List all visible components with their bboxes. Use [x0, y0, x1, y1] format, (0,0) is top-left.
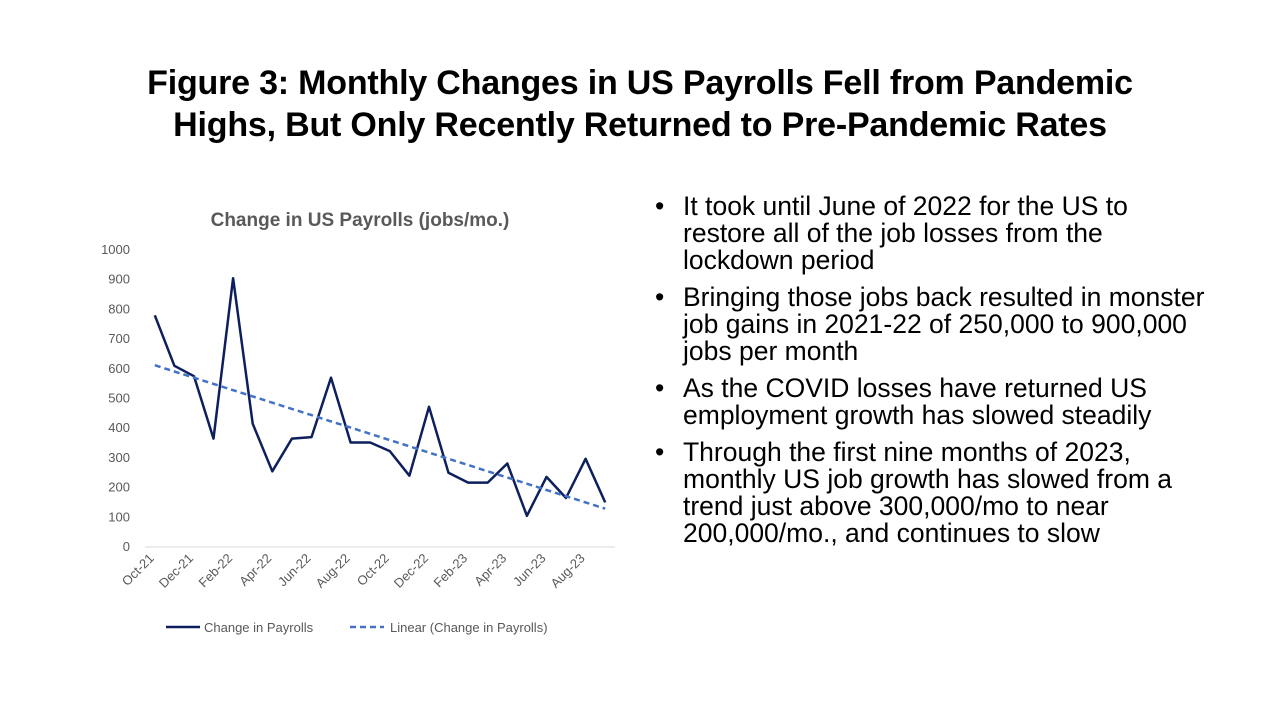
bullet-item: • Bringing those jobs back resulted in mo… — [655, 284, 1215, 365]
bullet-text: Bringing those jobs back resulted in mon… — [683, 282, 1205, 366]
bullet-item: • Through the first nine months of 2023, … — [655, 439, 1215, 547]
x-tick-label: Oct-21 — [119, 551, 157, 589]
y-tick-label: 400 — [108, 420, 130, 435]
slide-title-line-2: Highs, But Only Recently Returned to Pre… — [173, 106, 1107, 144]
x-tick-label: Dec-21 — [156, 551, 196, 591]
x-tick-label: Dec-22 — [391, 551, 431, 591]
y-tick-label: 100 — [108, 509, 130, 524]
y-tick-label: 200 — [108, 480, 130, 495]
x-tick-label: Oct-22 — [354, 551, 392, 589]
slide-title-line-1: Figure 3: Monthly Changes in US Payrolls… — [147, 64, 1133, 102]
bullet-list: • It took until June of 2022 for the US t… — [655, 193, 1215, 557]
legend-label-payrolls: Change in Payrolls — [204, 620, 314, 635]
bullet-item: • As the COVID losses have returned US em… — [655, 375, 1215, 429]
y-tick-label: 300 — [108, 450, 130, 465]
bullet-dot: • — [655, 373, 665, 403]
bullet-item: • It took until June of 2022 for the US t… — [655, 193, 1215, 274]
x-tick-label: Jun-23 — [510, 551, 549, 590]
x-tick-label: Jun-22 — [275, 551, 314, 590]
y-axis-ticks: 0 100 200 300 400 500 600 700 800 900 1000 — [101, 242, 130, 554]
bullet-dot: • — [655, 282, 665, 312]
x-tick-label: Feb-22 — [196, 551, 236, 591]
bullet-dot: • — [655, 191, 665, 221]
chart-title: Change in US Payrolls (jobs/mo.) — [211, 210, 510, 231]
x-tick-label: Apr-22 — [236, 551, 274, 589]
y-tick-label: 700 — [108, 331, 130, 346]
y-tick-label: 900 — [108, 272, 130, 287]
y-tick-label: 800 — [108, 301, 130, 316]
y-tick-label: 1000 — [101, 242, 130, 257]
bullet-text: Through the first nine months of 2023, m… — [683, 437, 1172, 548]
slide-title: Figure 3: Monthly Changes in US Payrolls… — [40, 62, 1240, 146]
bullet-text: As the COVID losses have returned US emp… — [683, 373, 1152, 430]
payrolls-chart: Change in US Payrolls (jobs/mo.) 0 100 200… — [80, 190, 640, 650]
legend: Change in Payrolls Linear (Change in Pay… — [166, 620, 548, 635]
series-layer — [153, 276, 607, 518]
bullet-dot: • — [655, 437, 665, 467]
trendline-series — [154, 364, 606, 510]
y-tick-label: 0 — [123, 539, 130, 554]
payrolls-chart-svg: Change in US Payrolls (jobs/mo.) 0 100 200… — [101, 210, 615, 635]
y-tick-label: 600 — [108, 361, 130, 376]
legend-label-trend: Linear (Change in Payrolls) — [390, 620, 548, 635]
y-tick-label: 500 — [108, 391, 130, 406]
x-tick-label: Aug-22 — [312, 551, 352, 591]
bullet-text: It took until June of 2022 for the US to… — [683, 191, 1128, 275]
x-tick-label: Apr-23 — [471, 551, 509, 589]
x-tick-label: Feb-23 — [431, 551, 471, 591]
payrolls-series-line — [153, 276, 607, 518]
x-tick-label: Aug-23 — [547, 551, 587, 591]
